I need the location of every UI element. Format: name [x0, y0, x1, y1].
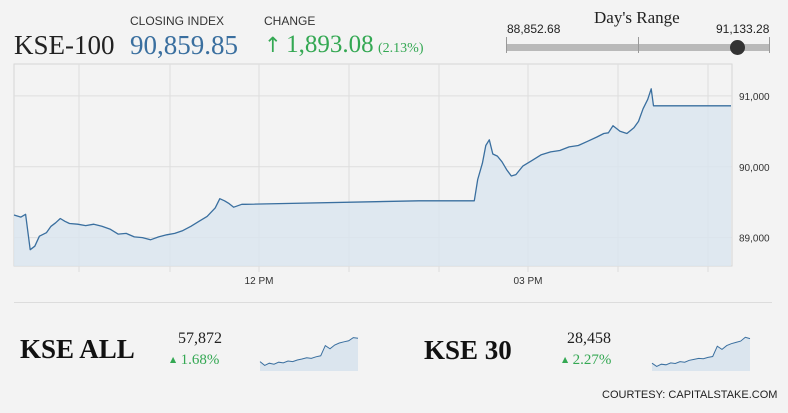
courtesy-text: COURTESY: CAPITALSTAKE.COM [602, 389, 778, 401]
y-tick-label: 91,000 [739, 92, 770, 103]
y-tick-label: 90,000 [739, 163, 770, 174]
up-arrow-icon: ↑ [264, 33, 282, 57]
range-low: 88,852.68 [507, 22, 561, 36]
range-tick-left [506, 37, 507, 53]
closing-index-label: CLOSING INDEX [130, 14, 225, 28]
y-tick-label: 89,000 [739, 234, 770, 245]
mini-index-name-kse-all: KSE ALL [20, 334, 135, 364]
change-value: 1,893.08 [286, 31, 374, 58]
sparkline-line [651, 336, 751, 367]
change-label: CHANGE [264, 14, 316, 28]
mini-pct-kse-30: 2.27% [572, 352, 612, 368]
mini-index-value-kse-all: 57,872 [178, 330, 222, 347]
range-tick-mid [638, 37, 639, 53]
change-percent: (2.13%) [378, 41, 424, 56]
main-chart: 89,000 90,000 91,000 12 PM 03 PM [13, 63, 770, 287]
sparkline-area [260, 337, 358, 371]
x-tick-label: 12 PM [245, 276, 274, 287]
mini-change-kse-30: ▲ 2.27% [562, 351, 611, 369]
range-tick-right [769, 37, 770, 53]
up-triangle-icon: ▲ [562, 355, 569, 364]
sparkline-line [259, 337, 359, 366]
sparkline-kse-all [259, 337, 359, 371]
up-triangle-icon: ▲ [170, 355, 177, 364]
mini-change-kse-all: ▲ 1.68% [170, 351, 219, 369]
sparkline-area [652, 337, 750, 371]
x-tick-label: 03 PM [514, 276, 543, 287]
days-range-title: Day's Range [594, 8, 680, 27]
mini-index-name-kse-30: KSE 30 [424, 335, 512, 365]
range-marker [730, 40, 745, 55]
range-high: 91,133.28 [716, 22, 770, 36]
mini-index-value-kse-30: 28,458 [567, 330, 611, 347]
series-line [13, 88, 731, 251]
divider [14, 302, 772, 303]
mini-pct-kse-all: 1.68% [180, 352, 220, 368]
series-area [14, 88, 731, 266]
index-name: KSE-100 [14, 30, 115, 60]
closing-index-value: 90,859.85 [130, 30, 238, 60]
change-group: ↑ 1,893.08 (2.13%) [264, 31, 424, 59]
sparkline-kse-30 [651, 336, 751, 371]
